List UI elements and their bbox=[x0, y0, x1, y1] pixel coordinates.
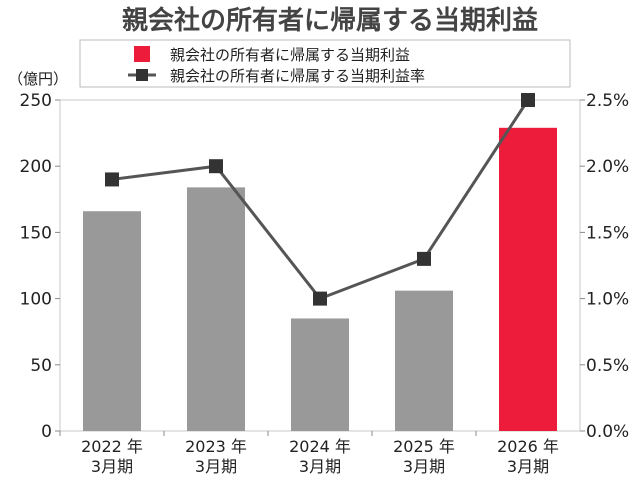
bar-4 bbox=[395, 290, 453, 431]
x-tick-label: 3月期 bbox=[507, 457, 549, 476]
bar-5 bbox=[499, 127, 557, 431]
bar-series bbox=[83, 127, 557, 431]
x-tick-label: 2025 年 bbox=[393, 437, 455, 456]
legend: 親会社の所有者に帰属する当期利益 親会社の所有者に帰属する当期利益率 bbox=[79, 39, 571, 88]
legend-bar-swatch bbox=[134, 46, 150, 62]
bar-1 bbox=[83, 211, 141, 431]
legend-marker-swatch bbox=[136, 69, 148, 81]
right-tick-label: 1.5% bbox=[586, 223, 629, 243]
x-tick-label: 3月期 bbox=[195, 457, 237, 476]
right-tick-label: 2.5% bbox=[586, 91, 629, 111]
x-tick-label: 2026 年 bbox=[497, 437, 559, 456]
left-tick-label: 150 bbox=[20, 223, 52, 243]
x-tick-label: 3月期 bbox=[299, 457, 341, 476]
ratio-line bbox=[111, 99, 530, 301]
bar-3 bbox=[291, 318, 349, 431]
ratio-marker-4 bbox=[417, 251, 431, 266]
left-axis: 0 50 100 150 200 250 bbox=[20, 91, 60, 442]
ratio-marker-3 bbox=[313, 291, 327, 306]
right-axis: 0.0% 0.5% 1.0% 1.5% 2.0% 2.5% bbox=[580, 91, 629, 442]
bar-2 bbox=[187, 187, 245, 431]
left-tick-label: 100 bbox=[20, 290, 52, 310]
x-tick-label: 2024 年 bbox=[289, 437, 351, 456]
left-tick-label: 50 bbox=[30, 356, 52, 376]
legend-bar-label: 親会社の所有者に帰属する当期利益 bbox=[170, 46, 410, 64]
right-tick-label: 0.5% bbox=[586, 356, 629, 376]
x-tick-label: 2023 年 bbox=[185, 437, 247, 456]
ratio-marker-5 bbox=[521, 93, 535, 107]
left-axis-unit: （億円） bbox=[8, 70, 68, 88]
ratio-marker-1 bbox=[105, 172, 119, 187]
x-tick-label: 3月期 bbox=[91, 457, 133, 476]
left-tick-label: 250 bbox=[20, 91, 52, 111]
x-tick-label: 3月期 bbox=[403, 457, 445, 476]
right-tick-label: 2.0% bbox=[586, 157, 629, 177]
ratio-line-series bbox=[105, 93, 535, 306]
ratio-marker-2 bbox=[209, 159, 223, 174]
left-tick-label: 0 bbox=[41, 422, 52, 442]
x-tick-label: 2022 年 bbox=[81, 437, 143, 456]
left-tick-label: 200 bbox=[20, 157, 52, 177]
legend-box bbox=[79, 39, 571, 88]
right-tick-label: 0.0% bbox=[586, 422, 629, 442]
right-tick-label: 1.0% bbox=[586, 290, 629, 310]
legend-line-label: 親会社の所有者に帰属する当期利益率 bbox=[170, 67, 425, 85]
chart-title: 親会社の所有者に帰属する当期利益 bbox=[122, 5, 538, 36]
